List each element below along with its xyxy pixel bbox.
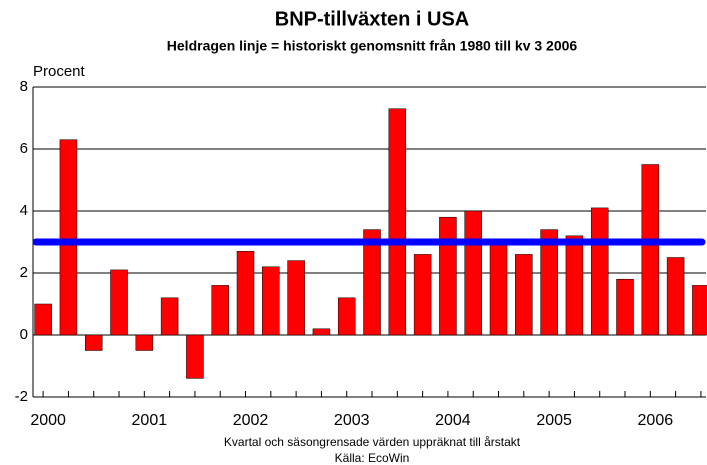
bar — [186, 334, 204, 379]
bar — [363, 229, 381, 336]
bar — [515, 254, 533, 336]
y-tick-label: 0 — [20, 326, 28, 343]
bar — [135, 334, 154, 351]
bar — [34, 303, 52, 336]
bar — [312, 328, 331, 336]
bar — [236, 251, 255, 336]
footnote: Kvartal och säsongrensade värden uppräkn… — [224, 435, 521, 449]
bar — [565, 235, 584, 336]
x-tick-label: 2006 — [638, 412, 674, 429]
bar — [110, 269, 128, 336]
x-tick-label: 2003 — [334, 412, 370, 429]
bar — [262, 266, 280, 336]
y-tick-label: 4 — [20, 202, 28, 219]
chart-subtitle: Heldragen linje = historiskt genomsnitt … — [167, 38, 578, 54]
x-tick-label: 2000 — [30, 412, 66, 429]
x-tick-label: 2001 — [132, 412, 168, 429]
bar — [287, 260, 305, 336]
bar — [666, 257, 685, 336]
bar — [337, 297, 356, 336]
y-tick-label: 8 — [20, 78, 28, 95]
footnote: Källa: EcoWin — [335, 451, 410, 465]
y-tick-label: 2 — [20, 264, 28, 281]
y-tick-label: -2 — [15, 388, 28, 405]
y-axis-label: Procent — [33, 63, 86, 80]
bar — [84, 334, 103, 351]
bar — [641, 164, 660, 336]
bar — [616, 278, 634, 336]
x-tick-label: 2002 — [233, 412, 269, 429]
bar — [59, 139, 78, 336]
x-tick-label: 2005 — [536, 412, 572, 429]
bar — [692, 285, 707, 336]
bar — [413, 254, 432, 336]
bar — [590, 207, 609, 336]
chart-title: BNP-tillväxten i USA — [275, 8, 469, 30]
bar — [388, 108, 407, 336]
bar — [464, 210, 482, 336]
bar — [439, 216, 457, 336]
bar — [160, 297, 179, 336]
bar — [540, 229, 558, 336]
bar — [489, 241, 508, 336]
x-tick-label: 2004 — [435, 412, 471, 429]
y-tick-label: 6 — [20, 140, 28, 157]
bar — [211, 285, 229, 336]
